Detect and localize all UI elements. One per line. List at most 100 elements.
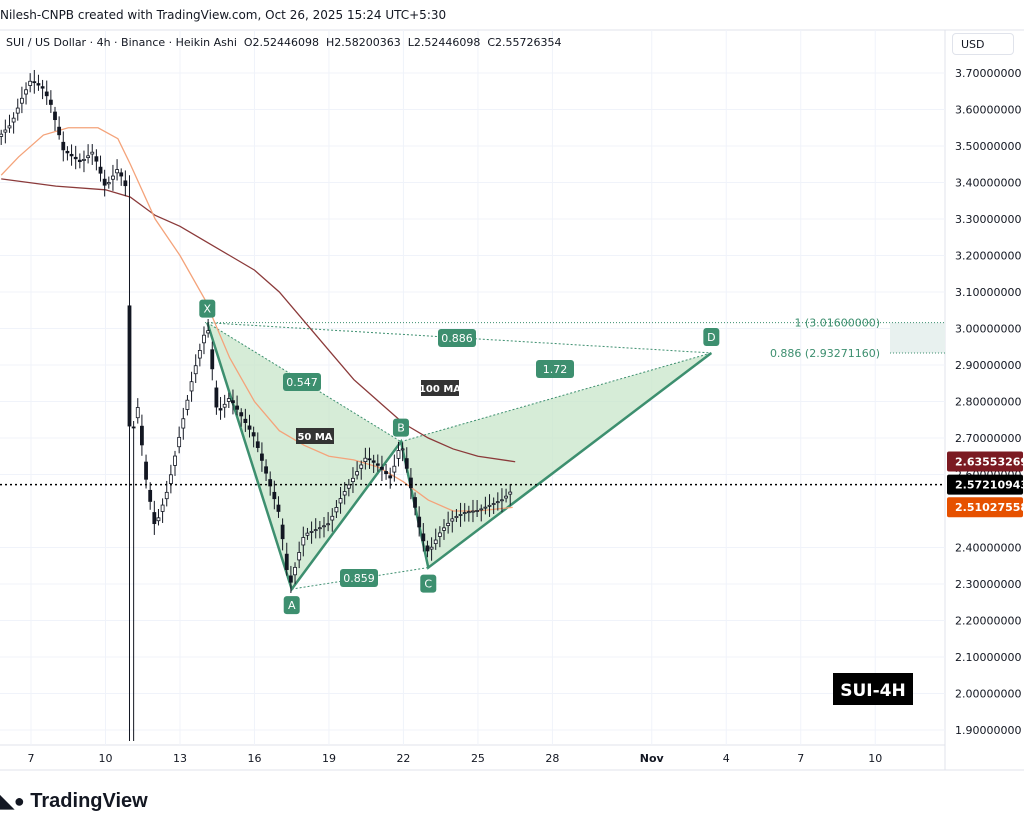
candle-body — [61, 141, 66, 151]
candle-body — [371, 460, 376, 463]
y-tick-label: 3.40000000 — [955, 177, 1021, 190]
candle-body — [247, 425, 252, 430]
candle-body — [44, 91, 49, 97]
x-tick-label: 28 — [545, 752, 559, 765]
candle-body — [297, 552, 302, 561]
candle-body — [235, 405, 239, 410]
point-label-x: X — [204, 303, 212, 316]
candle-body — [206, 330, 211, 334]
candle-body — [94, 156, 99, 162]
candle-body — [483, 506, 488, 509]
ma100-label: 100 MA — [419, 384, 461, 395]
candle-body — [487, 504, 492, 507]
candle-body — [466, 511, 471, 514]
ratio-ac: 0.859 — [343, 572, 375, 585]
candle-body — [322, 525, 326, 528]
candle-body — [404, 458, 409, 469]
x-tick-label: 4 — [723, 752, 730, 765]
y-tick-label: 3.50000000 — [955, 140, 1021, 153]
candle-body — [131, 426, 136, 429]
candle-body — [106, 182, 111, 185]
candle-body — [148, 489, 153, 502]
candle-body — [251, 432, 256, 437]
ratio-bd: 1.72 — [543, 363, 568, 376]
candle-body — [243, 418, 248, 423]
point-label-d: D — [707, 331, 715, 344]
candle-body — [36, 83, 41, 86]
candle-body — [19, 97, 24, 104]
candle-body — [86, 155, 91, 159]
tradingview-logo: ◣● TradingView — [0, 790, 148, 813]
candle-body — [168, 474, 173, 484]
xab-triangle — [207, 322, 401, 590]
fib-label-1: 1 (3.01600000) — [794, 317, 880, 330]
candle-body — [429, 546, 434, 550]
candle-body — [462, 512, 467, 514]
candle-body — [135, 407, 140, 419]
candle-body — [32, 81, 37, 84]
candle-body — [392, 465, 397, 473]
candle-body — [454, 515, 459, 519]
candle-body — [164, 491, 169, 500]
candle-body — [479, 508, 484, 511]
candle-body — [255, 441, 260, 448]
x-tick-label: 10 — [868, 752, 882, 765]
candle-body — [508, 491, 513, 495]
brand-text: TradingView — [30, 790, 148, 812]
x-tick-label: 16 — [247, 752, 261, 765]
candle-body — [123, 180, 128, 187]
candle-body — [317, 527, 322, 530]
x-tick-label: 7 — [797, 752, 804, 765]
ma50-label: 50 MA — [297, 432, 332, 443]
candle-body — [442, 527, 446, 531]
ma100-price-tag-box — [947, 451, 1023, 472]
ratio-xb-box — [283, 373, 321, 391]
candle-body — [309, 531, 314, 533]
point-label-d-box — [703, 327, 720, 346]
candle-body — [127, 305, 132, 427]
ratio-xd: 0.886 — [441, 332, 473, 345]
y-tick-label: 2.20000000 — [955, 615, 1021, 628]
chart-credit: Nilesh-CNPB created with TradingView.com… — [0, 8, 447, 22]
point-label-b-box — [392, 418, 409, 437]
candle-body — [239, 412, 244, 417]
ma50-price-tag-box — [947, 497, 1023, 518]
candle-body — [119, 172, 124, 177]
candle-body — [433, 539, 438, 545]
candle-body — [351, 477, 355, 483]
fib-label-886: 0.886 (2.93271160) — [770, 347, 880, 360]
candle-body — [495, 501, 500, 504]
candle-body — [185, 399, 190, 410]
ma100-line — [1, 178, 516, 463]
ma50-label-box — [296, 428, 334, 444]
currency-button[interactable]: USD — [952, 33, 1014, 55]
ratio-xb: 0.547 — [286, 376, 318, 389]
candle-body — [380, 466, 384, 470]
y-tick-label: 2.70000000 — [955, 432, 1021, 445]
candle-body — [408, 477, 413, 489]
candle-body — [276, 504, 281, 512]
candle-body — [69, 153, 74, 157]
candle-body — [48, 99, 53, 105]
candle-body — [342, 491, 347, 496]
symbol-badge-box — [833, 673, 913, 705]
y-tick-label: 1.90000000 — [955, 724, 1021, 737]
fib-zone — [890, 322, 945, 354]
candle-body — [15, 107, 20, 114]
y-tick-label: 3.10000000 — [955, 286, 1021, 299]
candle-body — [3, 129, 8, 133]
candle-body — [226, 398, 231, 402]
y-tick-label: 3.30000000 — [955, 213, 1021, 226]
bcd-triangle — [400, 352, 712, 568]
candle-body — [355, 471, 360, 476]
candle-body — [272, 491, 277, 500]
candle-body — [425, 545, 430, 552]
x-tick-label: 25 — [471, 752, 485, 765]
ma100-label-box — [421, 380, 459, 396]
x-tick-label: 19 — [322, 752, 336, 765]
candle-body — [231, 400, 235, 404]
candle-body — [475, 510, 480, 512]
x-tick-label: 10 — [98, 752, 112, 765]
candle-body — [152, 512, 157, 525]
